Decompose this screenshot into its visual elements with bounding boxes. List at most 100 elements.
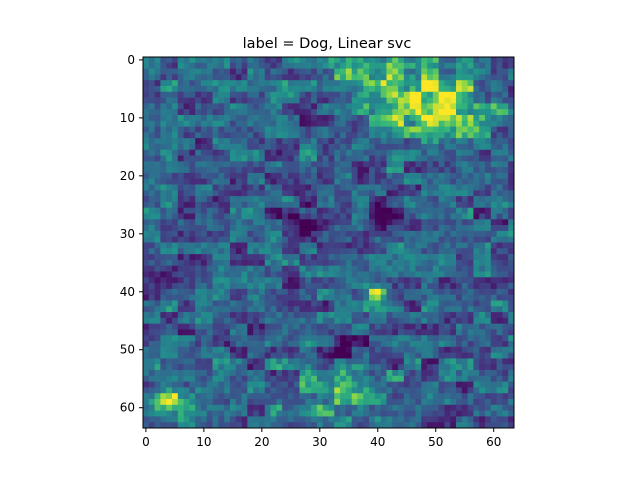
heatmap-cell (386, 201, 393, 209)
heatmap-cell (183, 167, 190, 174)
heatmap-cell (508, 381, 515, 388)
heatmap-cell (369, 283, 376, 290)
heatmap-cell (189, 207, 196, 214)
heatmap-cell (322, 370, 329, 377)
heatmap-cell (345, 312, 353, 319)
heatmap-cell (340, 184, 347, 191)
heatmap-cell (380, 103, 387, 110)
heatmap-cell (508, 184, 515, 191)
heatmap-cell (218, 387, 225, 394)
heatmap-cell (357, 149, 364, 156)
heatmap-cell (328, 68, 335, 75)
heatmap-cell (450, 393, 457, 400)
heatmap-cell (200, 300, 208, 307)
heatmap-cell (270, 242, 277, 249)
heatmap-cell (485, 109, 492, 116)
heatmap-cell (427, 196, 434, 203)
heatmap-cell (334, 422, 341, 429)
heatmap-cell (264, 317, 271, 325)
heatmap-cell (386, 62, 393, 69)
heatmap-cell (374, 329, 382, 336)
heatmap-cell (247, 381, 254, 388)
heatmap-cell (485, 410, 492, 417)
heatmap-cell (398, 248, 405, 255)
heatmap-cell (345, 259, 353, 267)
heatmap-cell (427, 97, 434, 104)
heatmap-cell (398, 114, 405, 122)
heatmap-cell (374, 242, 382, 249)
heatmap-cell (461, 230, 468, 238)
heatmap-cell (148, 341, 155, 348)
heatmap-cell (473, 370, 480, 377)
heatmap-cell (450, 271, 457, 278)
heatmap-cell (444, 352, 451, 359)
heatmap-cell (287, 219, 295, 226)
heatmap-cell (258, 149, 266, 156)
heatmap-cell (212, 172, 219, 180)
heatmap-cell (143, 178, 150, 185)
heatmap-cell (282, 370, 289, 377)
heatmap-cell (200, 213, 208, 220)
heatmap-cell (386, 265, 393, 272)
heatmap-cell (316, 167, 324, 174)
heatmap-cell (143, 132, 150, 139)
heatmap-cell (311, 306, 318, 313)
heatmap-cell (490, 149, 497, 156)
heatmap-cell (467, 288, 474, 296)
heatmap-cell (450, 219, 457, 226)
heatmap-cell (432, 306, 439, 313)
heatmap-cell (450, 358, 457, 365)
heatmap-cell (322, 422, 329, 429)
heatmap-cell (276, 167, 283, 174)
heatmap-cell (276, 370, 283, 377)
heatmap-cell (421, 74, 428, 81)
heatmap-cell (328, 410, 335, 417)
heatmap-cell (218, 114, 225, 122)
heatmap-cell (166, 91, 173, 98)
heatmap-cell (311, 68, 318, 75)
heatmap-cell (340, 288, 347, 296)
heatmap-cell (206, 155, 213, 162)
heatmap-cell (287, 254, 295, 261)
heatmap-cell (485, 288, 492, 296)
heatmap-cell (427, 219, 434, 226)
heatmap-cell (345, 399, 353, 406)
heatmap-cell (218, 57, 225, 64)
heatmap-cell (195, 317, 202, 325)
heatmap-cell (351, 393, 358, 400)
heatmap-cell (247, 57, 254, 64)
heatmap-cell (357, 230, 364, 238)
heatmap-cell (496, 213, 503, 220)
heatmap-cell (496, 317, 503, 325)
heatmap-cell (166, 184, 173, 191)
heatmap-cell (212, 294, 219, 301)
heatmap-cell (444, 300, 451, 307)
heatmap-cell (235, 248, 242, 255)
heatmap-cell (369, 219, 376, 226)
heatmap-cell (143, 404, 150, 411)
heatmap-cell (160, 62, 167, 69)
heatmap-cell (444, 97, 451, 104)
heatmap-cell (432, 254, 439, 261)
heatmap-cell (195, 265, 202, 272)
heatmap-cell (374, 358, 382, 365)
heatmap-cell (253, 184, 260, 191)
heatmap-cell (224, 201, 231, 209)
heatmap-cell (206, 399, 213, 406)
heatmap-cell (218, 341, 225, 348)
heatmap-cell (386, 155, 393, 162)
heatmap-cell (316, 74, 324, 81)
heatmap-cell (415, 294, 422, 301)
heatmap-cell (351, 120, 358, 127)
heatmap-cell (177, 219, 184, 226)
heatmap-cell (148, 346, 155, 353)
heatmap-cell (322, 393, 329, 400)
heatmap-cell (183, 294, 190, 301)
heatmap-cell (438, 172, 445, 180)
heatmap-cell (386, 149, 393, 156)
heatmap-cell (316, 271, 324, 278)
heatmap-cell (386, 184, 393, 191)
heatmap-cell (490, 242, 497, 249)
heatmap-cell (380, 143, 387, 151)
